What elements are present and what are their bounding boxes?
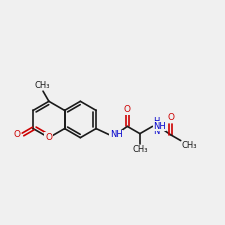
Text: O: O bbox=[167, 113, 174, 122]
Text: CH₃: CH₃ bbox=[34, 81, 50, 90]
Text: O: O bbox=[14, 130, 21, 139]
Text: CH₃: CH₃ bbox=[182, 142, 197, 151]
Text: O: O bbox=[124, 105, 131, 114]
Text: CH₃: CH₃ bbox=[132, 145, 148, 154]
Text: H: H bbox=[153, 117, 160, 126]
Text: O: O bbox=[45, 133, 52, 142]
Text: NH: NH bbox=[153, 122, 166, 131]
Text: N: N bbox=[153, 127, 160, 136]
Text: NH: NH bbox=[110, 130, 123, 139]
